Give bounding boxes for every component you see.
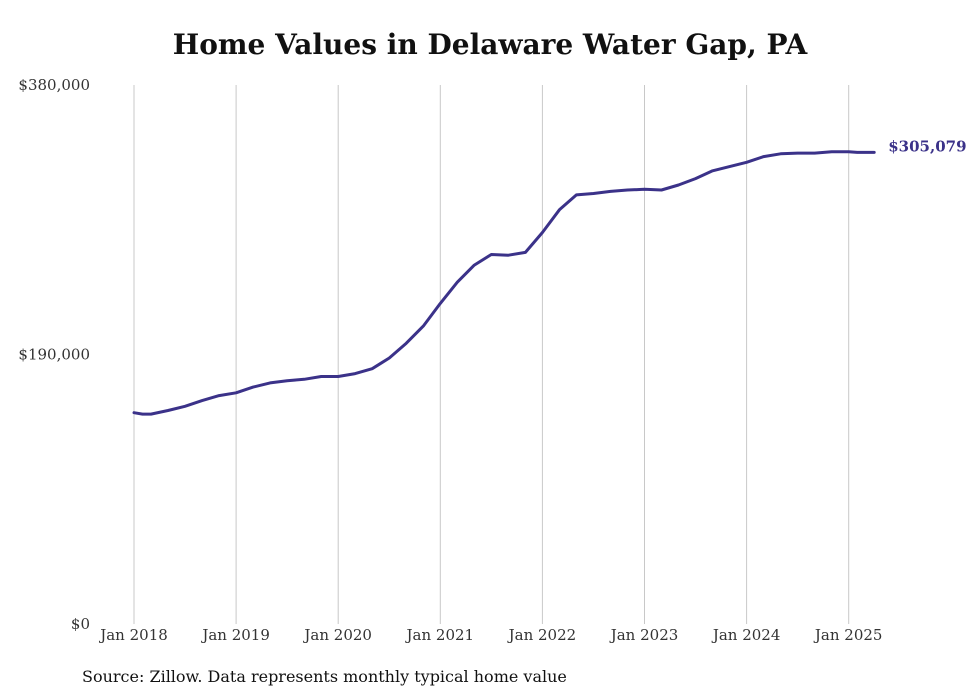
y-tick-label: $190,000 <box>18 346 90 364</box>
end-value-label: $305,079 <box>888 137 966 155</box>
x-tick-label: Jan 2018 <box>98 626 168 644</box>
chart-title: Home Values in Delaware Water Gap, PA <box>172 28 808 61</box>
x-tick-label: Jan 2021 <box>405 626 475 644</box>
x-axis-labels: Jan 2018 Jan 2019 Jan 2020 Jan 2021 Jan 2022… <box>98 626 882 644</box>
y-axis-labels: $0 $190,000 $380,000 <box>18 76 90 633</box>
y-tick-label: $0 <box>71 615 90 633</box>
source-note: Source: Zillow. Data represents monthly … <box>82 667 567 686</box>
y-tick-label: $380,000 <box>18 76 90 94</box>
x-tick-label: Jan 2020 <box>302 626 372 644</box>
x-tick-label: Jan 2022 <box>507 626 577 644</box>
x-tick-label: Jan 2025 <box>813 626 883 644</box>
grid-lines <box>133 85 850 624</box>
x-tick-label: Jan 2023 <box>609 626 679 644</box>
series-line <box>132 150 876 416</box>
x-tick-label: Jan 2019 <box>200 626 270 644</box>
x-tick-label: Jan 2024 <box>711 626 781 644</box>
